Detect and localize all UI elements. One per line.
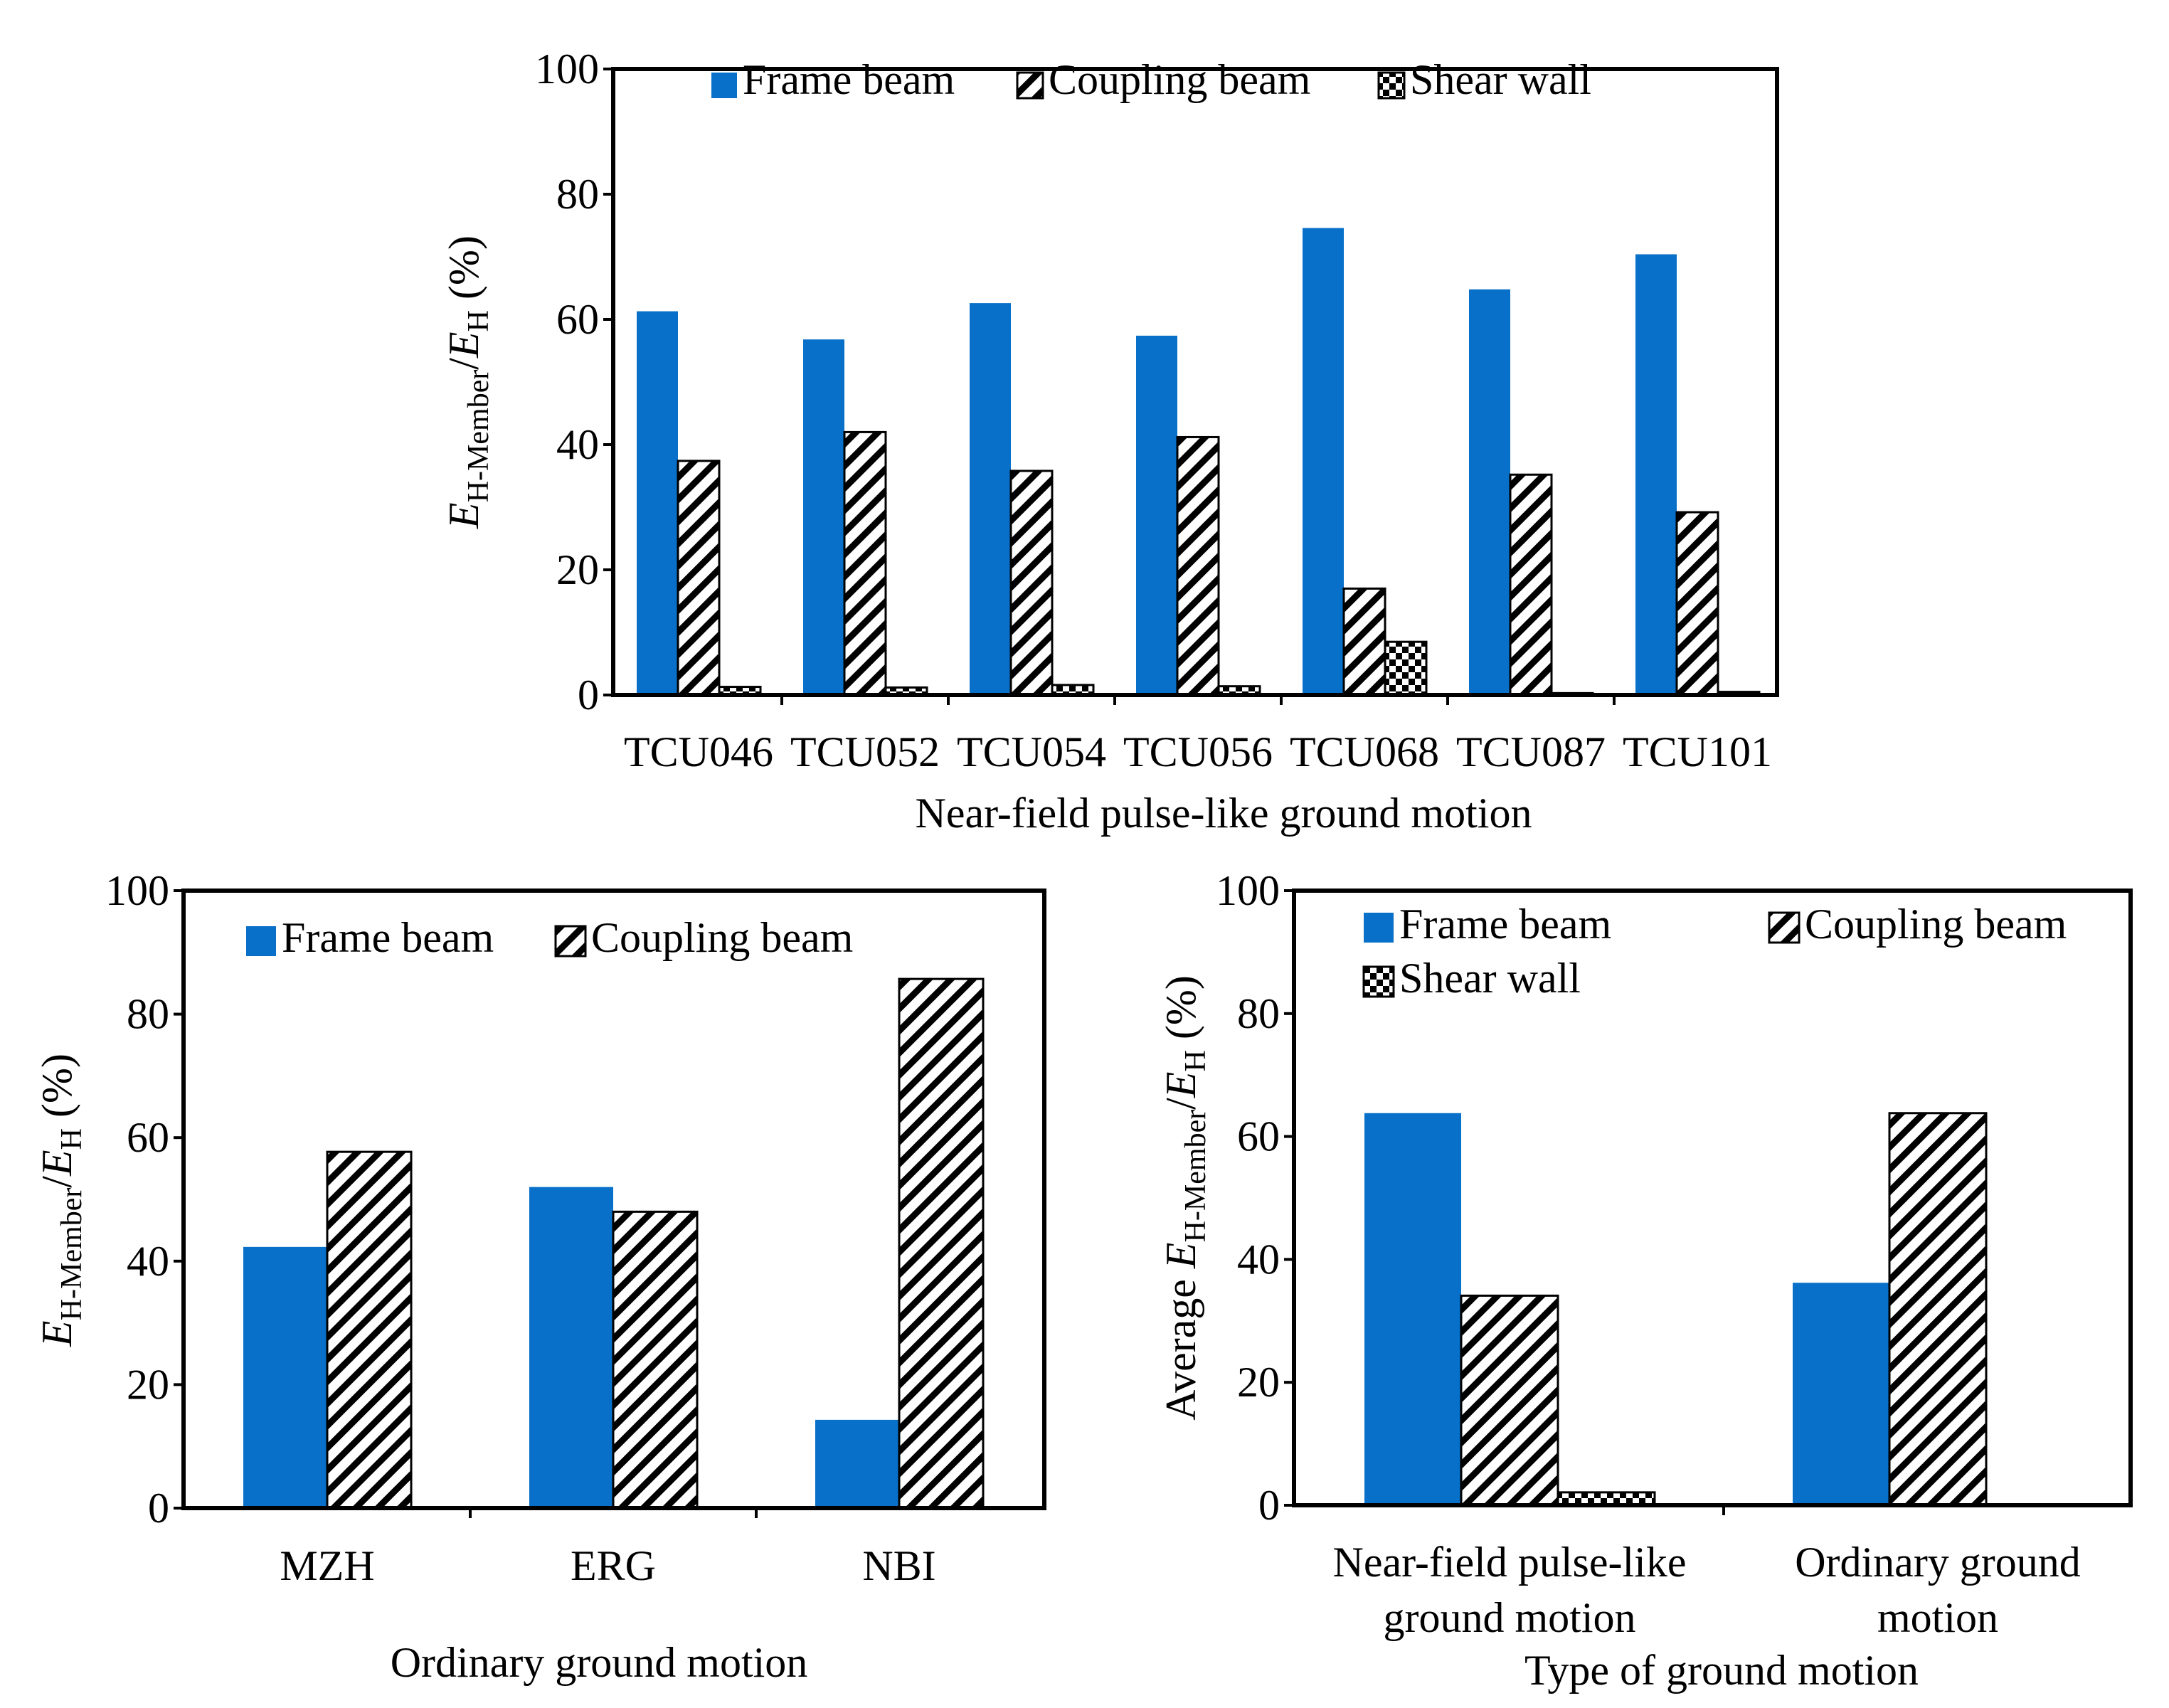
bar-coupling-beam-tcu046 <box>677 460 721 696</box>
y-tick-label: 0 <box>148 1485 169 1532</box>
bar-frame-beam-tcu087 <box>1469 289 1510 695</box>
bar-coupling-beam-mzh <box>326 1150 413 1510</box>
plot-area-border <box>181 889 1046 1510</box>
legend-label-coupling-beam: Coupling beam <box>591 914 853 961</box>
legend-swatch-frame-beam <box>1364 913 1394 943</box>
x-category-label: TCU046 <box>624 728 773 775</box>
bar-frame-beam-tcu052 <box>803 339 844 695</box>
x-category-label: TCU087 <box>1456 728 1606 775</box>
x-category-label: Near-field pulse-like ground motion <box>1333 1539 1687 1641</box>
legend-label-coupling-beam: Coupling beam <box>1805 901 2067 948</box>
legend-label-frame-beam: Frame beam <box>743 56 955 103</box>
bar-coupling-beam-tcu101 <box>1675 511 1719 696</box>
legend-swatch-shear-wall <box>1377 71 1406 100</box>
plot-area-border <box>1292 889 2133 1507</box>
legend-label-frame-beam: Frame beam <box>1399 901 1611 948</box>
bar-coupling-beam-tcu068 <box>1342 587 1386 696</box>
x-category-label: ERG <box>571 1542 656 1589</box>
y-tick-label: 60 <box>1237 1113 1280 1160</box>
y-tick-label: 80 <box>556 171 599 218</box>
bar-frame-beam-ordinary-ground-motion <box>1793 1283 1889 1505</box>
y-tick-label: 80 <box>1237 990 1280 1037</box>
legend-swatch-coupling-beam <box>554 925 587 958</box>
bar-coupling-beam-tcu056 <box>1176 435 1220 696</box>
y-tick-label: 0 <box>578 672 599 718</box>
y-axis-label: Average EH-Member/EH (%) <box>1157 975 1212 1421</box>
chart-bottom-right-panel: 0 20 40 60 80 100 Near-field pulse-like ground … <box>1157 867 2133 1694</box>
legend-label-coupling-beam: Coupling beam <box>1049 56 1310 103</box>
y-tick-label: 20 <box>1237 1359 1280 1406</box>
x-category-label: MZH <box>280 1542 374 1589</box>
legend-swatch-frame-beam <box>246 926 276 956</box>
x-axis-label: Near-field pulse-like ground motion <box>916 790 1532 837</box>
bar-frame-beam-tcu056 <box>1136 335 1177 695</box>
bar-frame-beam-erg <box>529 1187 613 1508</box>
y-tick-label: 40 <box>556 421 599 468</box>
bar-coupling-beam-ordinary-ground-motion <box>1888 1112 1988 1507</box>
bar-frame-beam-tcu101 <box>1635 254 1677 696</box>
bar-frame-beam-mzh <box>243 1246 327 1508</box>
y-axis-label: EH-Member/EH (%) <box>33 1054 88 1347</box>
bar-frame-beam-tcu054 <box>970 303 1011 695</box>
bar-shear-wall-tcu068 <box>1384 640 1428 696</box>
x-category-label: NBI <box>862 1542 935 1589</box>
bar-coupling-beam-erg <box>612 1210 699 1510</box>
x-axis-label: Type of ground motion <box>1524 1647 1919 1694</box>
y-tick-label: 100 <box>535 46 599 92</box>
x-category-label: TCU068 <box>1290 728 1439 775</box>
y-tick-label: 100 <box>105 867 169 914</box>
legend-swatch-shear-wall <box>1362 965 1395 998</box>
x-category-label: TCU056 <box>1123 728 1273 775</box>
bar-coupling-beam-near-field-pulse-like-ground-motion <box>1460 1294 1559 1507</box>
chart-top-panel: 0 20 40 60 80 100 TCU046 TCU052 TCU054 TCU056 TCU0… <box>440 46 1779 837</box>
y-tick-label: 20 <box>127 1361 169 1408</box>
x-category-label: TCU101 <box>1623 728 1772 775</box>
x-category-label: Ordinary ground motion <box>1795 1539 2081 1641</box>
legend-swatch-frame-beam <box>711 73 737 98</box>
bar-coupling-beam-tcu054 <box>1009 470 1054 696</box>
x-category-label: TCU054 <box>957 728 1106 775</box>
plot-area-border <box>611 67 1779 697</box>
legend-label-shear-wall: Shear wall <box>1410 56 1591 103</box>
y-tick-label: 60 <box>556 296 599 343</box>
y-tick-label: 40 <box>1237 1236 1280 1283</box>
bar-coupling-beam-tcu087 <box>1509 473 1553 696</box>
legend-label-shear-wall: Shear wall <box>1399 955 1581 1002</box>
y-tick-label: 20 <box>556 546 599 593</box>
y-tick-label: 80 <box>127 991 169 1038</box>
chart-bottom-left-panel: 0 20 40 60 80 100 MZH ERG NBI Ordinary ground mot… <box>33 867 1046 1686</box>
x-category-label: TCU052 <box>790 728 940 775</box>
y-tick-label: 60 <box>127 1114 169 1161</box>
y-tick-label: 0 <box>1258 1482 1280 1529</box>
legend-label-frame-beam: Frame beam <box>282 914 494 961</box>
bar-coupling-beam-nbi <box>898 977 985 1510</box>
bar-frame-beam-nbi <box>815 1419 899 1508</box>
bar-frame-beam-tcu046 <box>637 311 678 695</box>
bar-frame-beam-tcu068 <box>1303 228 1344 695</box>
y-axis-label: EH-Member/EH (%) <box>440 235 495 529</box>
bar-coupling-beam-tcu052 <box>843 430 887 696</box>
y-tick-label: 100 <box>1216 867 1280 914</box>
y-tick-label: 40 <box>127 1238 169 1285</box>
x-axis-label: Ordinary ground motion <box>391 1639 808 1686</box>
legend-swatch-coupling-beam <box>1016 71 1044 100</box>
bar-frame-beam-near-field-pulse-like-ground-motion <box>1364 1113 1461 1505</box>
legend-swatch-coupling-beam <box>1768 911 1801 944</box>
